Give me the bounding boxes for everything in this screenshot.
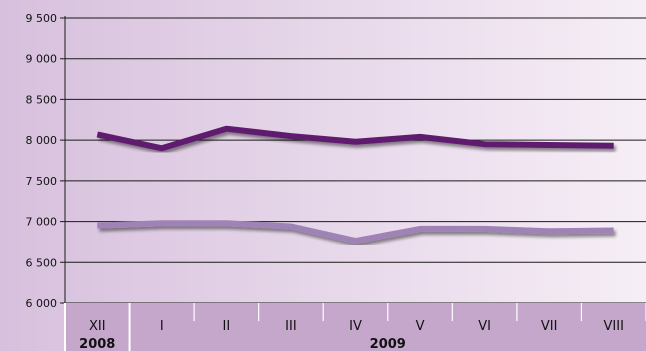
x-axis-band-fill (65, 303, 646, 351)
year-label: 2008 (79, 337, 115, 351)
y-tick-labels: 6 000 6 500 7 000 7 500 8 000 8 500 9 000 9 500 (26, 12, 58, 310)
x-tick-label: IV (349, 319, 362, 334)
x-tick-label: VIII (604, 319, 624, 334)
x-tick-label: VII (541, 319, 558, 334)
x-tick-label: I (160, 319, 164, 334)
y-tick-label: 6 500 (26, 256, 58, 269)
y-tick-label: 9 000 (26, 53, 58, 66)
y-tick-label: 7 500 (26, 175, 58, 188)
y-tick-label: 8 000 (26, 134, 58, 147)
series-layer (96, 125, 614, 245)
y-tick-label: 9 500 (26, 12, 58, 25)
x-tick-label: III (285, 319, 297, 334)
year-label: 2009 (370, 337, 406, 351)
x-tick-label: II (223, 319, 231, 334)
y-tick-label: 6 000 (26, 297, 58, 310)
y-tick-label: 8 500 (26, 93, 58, 106)
x-axis-band (64, 303, 646, 351)
x-tick-label: XII (89, 319, 106, 334)
y-tick-label: 7 000 (26, 216, 58, 229)
x-tick-label: V (416, 319, 425, 334)
x-tick-label: VI (478, 319, 491, 334)
